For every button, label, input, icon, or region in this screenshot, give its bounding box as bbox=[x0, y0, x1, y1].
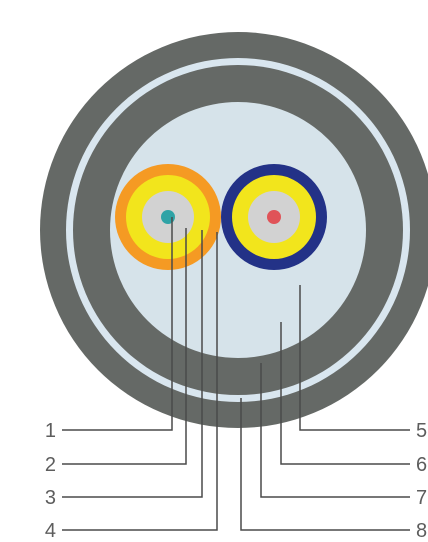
label-2: 2 bbox=[45, 454, 56, 476]
right-fiber-core bbox=[267, 210, 281, 224]
left-fiber bbox=[115, 164, 221, 270]
leader-line-7 bbox=[260, 363, 410, 498]
leader-line-1 bbox=[62, 217, 173, 431]
leader-line-8 bbox=[240, 398, 410, 531]
label-3: 3 bbox=[45, 487, 56, 509]
label-5: 5 bbox=[416, 420, 427, 442]
label-4: 4 bbox=[45, 520, 56, 542]
label-1: 1 bbox=[45, 420, 56, 442]
left-fiber-core bbox=[161, 210, 175, 224]
leader-line-6 bbox=[280, 322, 410, 465]
leader-line-3 bbox=[62, 230, 203, 498]
label-8: 8 bbox=[416, 520, 427, 542]
right-fiber bbox=[221, 164, 327, 270]
label-7: 7 bbox=[416, 487, 427, 509]
leader-line-5 bbox=[299, 285, 410, 431]
label-6: 6 bbox=[416, 454, 427, 476]
leader-line-2 bbox=[62, 228, 187, 465]
leader-line-4 bbox=[62, 232, 218, 531]
